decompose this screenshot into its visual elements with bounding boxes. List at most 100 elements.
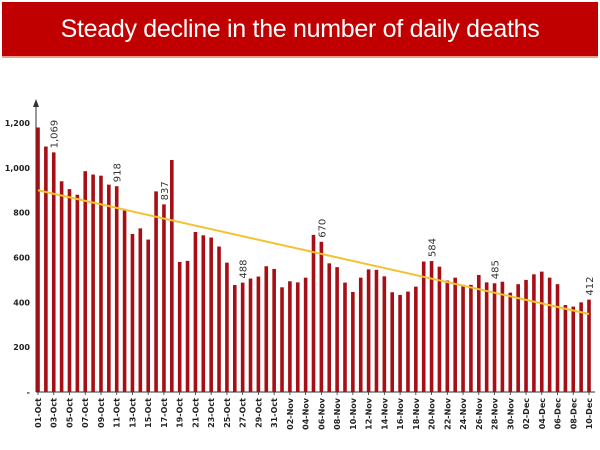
x-tick-label: 06-Nov: [317, 397, 326, 430]
x-tick-label: 01-Oct: [34, 398, 43, 428]
x-tick-label: 09-Oct: [97, 398, 106, 428]
bar-05-Nov: [311, 234, 316, 392]
x-tick-label: 08-Dec: [569, 398, 578, 430]
x-tick-label: 21-Oct: [191, 398, 200, 428]
bar-25-Nov: [469, 284, 473, 392]
bar-11-Nov: [358, 277, 363, 392]
bar-04-Nov: [303, 277, 308, 392]
x-tick-label: 24-Nov: [459, 397, 468, 430]
bar-13-Oct: [130, 233, 135, 392]
x-tick-label: 19-Oct: [176, 398, 185, 428]
bar-26-Nov: [477, 274, 481, 392]
bar-14-Nov: [382, 276, 387, 392]
bar-10-Oct: [107, 184, 111, 392]
bar-17-Nov: [406, 291, 410, 392]
data-label-17-Oct: 837: [160, 181, 171, 200]
bar-03-Dec: [532, 274, 536, 392]
bar-06-Dec: [555, 284, 560, 392]
bar-31-Oct: [272, 268, 276, 392]
x-tick-label: 31-Oct: [270, 398, 279, 428]
bar-05-Dec: [547, 277, 552, 392]
x-tick-label: 11-Oct: [113, 398, 122, 428]
x-tick-label: 20-Nov: [428, 397, 437, 430]
bar-08-Dec: [571, 306, 576, 392]
data-label-10-Dec: 412: [585, 277, 596, 296]
bar-15-Nov: [390, 292, 395, 392]
trend-line: [37, 189, 590, 315]
y-tick-label: 200: [13, 343, 30, 352]
bar-20-Oct: [185, 260, 190, 392]
bar-30-Oct: [264, 266, 269, 392]
x-tick-label: 17-Oct: [160, 398, 169, 428]
data-label-28-Nov: 485: [491, 260, 502, 279]
x-tick-label: 26-Nov: [475, 397, 484, 430]
title-banner: Steady decline in the number of daily de…: [2, 2, 598, 58]
bar-01-Nov: [280, 287, 284, 392]
x-tick-label: 02-Dec: [522, 398, 531, 430]
bar-16-Nov: [398, 294, 402, 392]
x-tick-label: 30-Nov: [506, 397, 515, 430]
bar-23-Oct: [209, 237, 213, 392]
data-label-20-Nov: 584: [428, 238, 439, 257]
bar-29-Nov: [500, 281, 505, 392]
bar-18-Nov: [414, 286, 418, 392]
bar-02-Dec: [524, 279, 528, 392]
bar-24-Nov: [461, 284, 465, 392]
y-tick-label: 800: [13, 209, 30, 218]
x-tick-label: 02-Nov: [286, 397, 295, 430]
bar-12-Oct: [122, 210, 127, 392]
bar-15-Oct: [146, 239, 150, 392]
bar-17-Oct: [162, 204, 166, 392]
data-label-06-Nov: 670: [317, 219, 328, 238]
x-tick-label: 27-Oct: [239, 398, 248, 428]
y-tick-label: 400: [13, 298, 30, 307]
bar-06-Nov: [319, 241, 324, 392]
bar-10-Dec: [587, 299, 591, 392]
bar-09-Nov: [343, 282, 347, 392]
bar-30-Nov: [508, 292, 513, 392]
bar-03-Nov: [295, 282, 300, 392]
data-label-03-Oct: 1,069: [50, 120, 61, 149]
x-tick-label: 14-Nov: [380, 397, 389, 430]
bar-18-Oct: [170, 159, 174, 392]
x-tick-label: 18-Nov: [412, 397, 421, 430]
bar-11-Oct: [114, 186, 119, 392]
x-tick-label: 08-Nov: [333, 397, 342, 430]
x-tick-label: 22-Nov: [443, 397, 452, 430]
bar-09-Dec: [579, 302, 583, 392]
bar-19-Nov: [421, 261, 426, 392]
bar-12-Nov: [366, 269, 371, 392]
x-tick-label: 04-Dec: [538, 398, 547, 430]
bar-14-Oct: [138, 228, 143, 392]
y-tick-label: 1,000: [5, 164, 31, 173]
bar-19-Oct: [177, 261, 182, 392]
x-tick-label: 23-Oct: [207, 398, 216, 428]
bar-01-Dec: [516, 284, 520, 392]
x-tick-label: 16-Nov: [396, 397, 405, 430]
y-tick-label: 600: [13, 254, 30, 263]
bar-10-Nov: [351, 292, 355, 392]
x-tick-label: 04-Nov: [302, 397, 311, 430]
x-tick-label: 10-Dec: [585, 398, 594, 430]
chart-title: Steady decline in the number of daily de…: [60, 14, 540, 43]
bar-22-Nov: [445, 280, 450, 392]
bar-26-Oct: [232, 285, 237, 392]
bar-08-Nov: [335, 267, 339, 392]
bar-28-Nov: [492, 283, 497, 392]
y-axis-arrow-icon: [33, 99, 39, 107]
x-tick-label: 10-Nov: [349, 397, 358, 430]
bar-04-Oct: [59, 181, 64, 392]
bar-13-Nov: [374, 269, 379, 392]
x-tick-label: 12-Nov: [365, 397, 374, 430]
bar-28-Oct: [248, 278, 253, 392]
x-tick-label: 07-Oct: [81, 398, 90, 428]
bar-05-Oct: [67, 189, 72, 392]
y-tick-label: 1,200: [5, 119, 31, 128]
data-label-11-Oct: 918: [113, 163, 124, 182]
bar-27-Oct: [240, 282, 245, 392]
bar-24-Oct: [217, 246, 221, 392]
data-label-27-Oct: 488: [239, 260, 250, 279]
bar-07-Nov: [327, 263, 332, 392]
bar-29-Oct: [256, 276, 261, 392]
